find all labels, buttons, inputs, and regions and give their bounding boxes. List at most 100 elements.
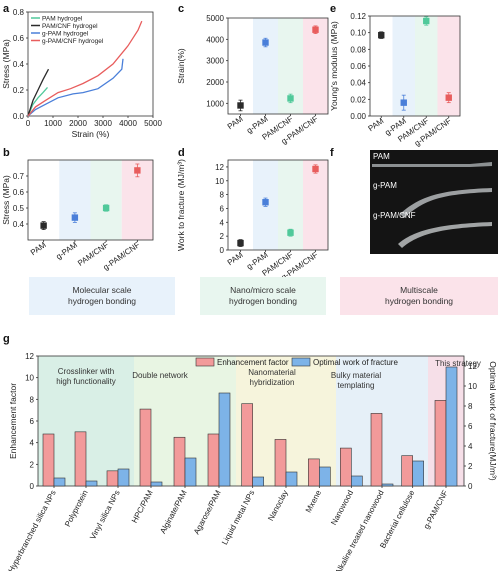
bar-work xyxy=(351,475,363,487)
y-tick-label: 6 xyxy=(30,417,35,426)
bar-work xyxy=(117,468,130,487)
y-tick-label: 0.6 xyxy=(13,34,25,43)
bar-work xyxy=(412,460,424,487)
category-label: Polyprotein xyxy=(63,489,90,529)
y-tick-label: 0 xyxy=(220,246,225,255)
data-point xyxy=(237,102,244,109)
category-label: PAM xyxy=(226,114,245,131)
chart-a: 0.0 0.2 0.4 0.6 0.8 0 1000 2000 3000 4000 5000 Stra… xyxy=(1,8,162,139)
plot-frame xyxy=(27,159,154,241)
y-axis-label: Young's modulus (MPa) xyxy=(329,21,339,111)
data-point xyxy=(262,39,269,46)
bar-enhancement xyxy=(401,455,413,487)
y-tick-label: 0.5 xyxy=(13,204,25,213)
data-point xyxy=(237,239,244,247)
bar-enhancement xyxy=(173,436,186,487)
data-point xyxy=(134,167,141,174)
y-tick-label: 0.6 xyxy=(13,188,25,197)
x-tick-label: 1000 xyxy=(44,119,62,128)
y-tick-label: 0.4 xyxy=(13,60,25,69)
y2-tick-label: 10 xyxy=(468,382,477,391)
category-band xyxy=(253,18,278,114)
photo-label: g-PAM xyxy=(373,181,397,190)
category-label: g-PAM xyxy=(54,240,79,261)
scale-box-label: hydrogen bonding xyxy=(385,296,453,306)
x-tick-label: 3000 xyxy=(94,119,112,128)
x-tick-label: 2000 xyxy=(69,119,87,128)
data-point xyxy=(40,222,47,229)
y-tick-label: 2 xyxy=(220,232,225,241)
data-point xyxy=(102,204,110,212)
plot-frame xyxy=(227,17,329,115)
category-label: Agarose/PAM xyxy=(192,488,223,536)
chart-g: 0 2 4 6 8 10 12 0 2 4 6 8 10 12 Enhancement factor Opti… xyxy=(7,352,498,571)
group-label: Bulky material xyxy=(331,371,381,380)
plot-frame xyxy=(227,159,329,251)
y-tick-label: 12 xyxy=(25,352,34,361)
y-tick-label: 0.2 xyxy=(13,86,25,95)
data-point xyxy=(400,99,407,106)
legend-label: Enhancement factor xyxy=(217,358,289,367)
scale-box-label: Nano/micro scale xyxy=(230,285,296,295)
bar-enhancement xyxy=(139,408,152,487)
legend-swatch-work xyxy=(291,357,311,367)
category-label: PAM xyxy=(226,250,245,267)
panel-label-c: c xyxy=(178,3,184,15)
panel-label-d: d xyxy=(178,147,185,159)
bar-work xyxy=(319,466,331,487)
y-tick-label: 0.0 xyxy=(13,112,25,121)
hydrogel-strip-pam xyxy=(372,162,492,167)
y-tick-label: 0.4 xyxy=(13,220,25,229)
y2-axis-label: Optimal work of fracture(MJ/m³) xyxy=(488,361,498,481)
category-band xyxy=(437,16,460,116)
series-line-0 xyxy=(27,86,48,117)
data-point xyxy=(262,199,269,206)
data-point xyxy=(378,31,385,39)
y-axis-label: Work to fracture (MJ/m³) xyxy=(176,159,186,251)
y2-tick-label: 6 xyxy=(468,422,473,431)
series-line-2 xyxy=(27,58,124,117)
legend-label: PAM/CNF hydrogel xyxy=(42,23,98,30)
bar-enhancement xyxy=(434,400,447,487)
category-label: Hyperbranched silica NPs xyxy=(7,489,58,571)
y-tick-label: 0.7 xyxy=(13,172,25,181)
y2-tick-label: 0 xyxy=(468,482,473,491)
bar-work xyxy=(252,476,264,487)
x-tick-label: 5000 xyxy=(144,119,162,128)
x-tick-label: 0 xyxy=(26,119,31,128)
category-label: g-PAM/CNF xyxy=(422,489,450,531)
y-axis-label: Strain(%) xyxy=(176,48,186,84)
group-label: hybridization xyxy=(250,378,295,387)
y-tick-label: 0.10 xyxy=(350,29,366,38)
group-label: high functionality xyxy=(56,377,116,386)
y-tick-label: 0.04 xyxy=(350,79,366,88)
data-point xyxy=(445,94,452,101)
y2-tick-label: 2 xyxy=(468,462,473,471)
y-tick-label: 0.8 xyxy=(13,8,25,17)
bar-work xyxy=(184,457,197,487)
panel-label-e: e xyxy=(330,3,336,15)
bar-enhancement xyxy=(74,431,87,487)
category-label: PAM xyxy=(29,240,48,257)
bar-enhancement xyxy=(42,433,55,487)
bar-enhancement xyxy=(274,439,287,487)
hydrogel-strip-gpamcnf xyxy=(398,222,492,248)
data-point xyxy=(312,165,319,173)
y-tick-label: 10 xyxy=(215,177,224,186)
bar-work xyxy=(218,392,231,487)
bar-enhancement xyxy=(340,447,352,487)
bar-enhancement xyxy=(308,458,320,487)
series-line-1 xyxy=(27,68,50,117)
bar-work xyxy=(150,481,163,487)
y-tick-label: 6 xyxy=(220,204,225,213)
scale-box-bg xyxy=(200,277,326,315)
panel-label-b: b xyxy=(3,147,10,159)
category-label: Nanoclay xyxy=(266,489,290,523)
data-point xyxy=(312,26,319,33)
legend-label: g-PAM hydrogel xyxy=(42,31,89,38)
bar-enhancement xyxy=(207,433,220,487)
bar-enhancement xyxy=(370,413,383,487)
